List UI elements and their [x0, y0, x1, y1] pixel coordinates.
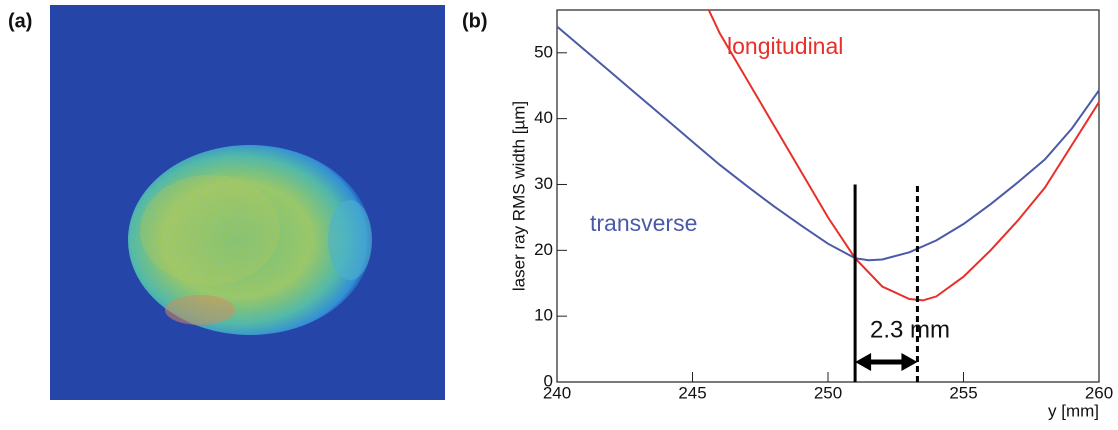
figure: (a) (b) laser ray RMS width [µm] y [mm] … — [0, 0, 1118, 430]
arrow-head — [901, 353, 917, 371]
panel-label: (a) — [8, 10, 32, 32]
y-tick-label: 50 — [534, 42, 553, 61]
panel-label: (b) — [462, 10, 488, 32]
x-axis-label: y [mm] — [1048, 401, 1099, 420]
plot-frame — [557, 10, 1099, 382]
y-tick-label: 10 — [534, 306, 553, 325]
y-axis-label: laser ray RMS width [µm] — [509, 101, 528, 291]
annotation: 2.3 mm — [870, 316, 950, 343]
x-tick-label: 260 — [1085, 383, 1113, 402]
y-tick-label: 30 — [534, 174, 553, 193]
x-tick-label: 250 — [814, 383, 842, 402]
series-label: transverse — [590, 210, 697, 236]
arrow-head — [855, 353, 871, 371]
x-tick-label: 255 — [949, 383, 977, 402]
series-label: longitudinal — [727, 33, 843, 59]
y-tick-label: 20 — [534, 240, 553, 259]
y-tick-label: 40 — [534, 108, 553, 127]
y-tick-label: 0 — [544, 371, 553, 390]
beam-image — [50, 5, 445, 400]
x-tick-label: 245 — [678, 383, 706, 402]
